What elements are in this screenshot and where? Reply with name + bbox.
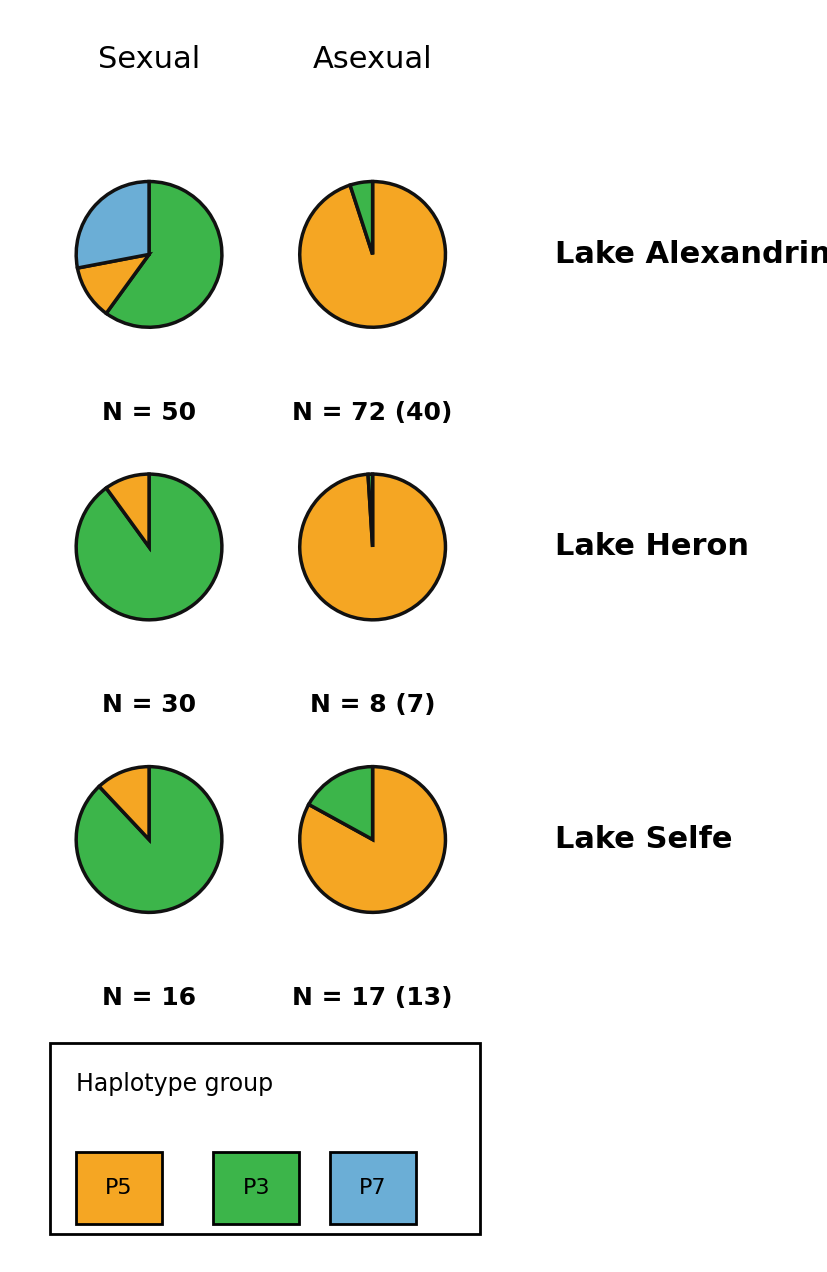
Text: Asexual: Asexual (313, 45, 432, 74)
Text: Lake Selfe: Lake Selfe (554, 826, 731, 854)
Text: N = 8 (7): N = 8 (7) (309, 693, 435, 717)
Text: N = 72 (40): N = 72 (40) (292, 401, 452, 425)
Text: N = 50: N = 50 (102, 401, 196, 425)
Text: P5: P5 (105, 1178, 132, 1198)
Wedge shape (78, 254, 149, 313)
Wedge shape (299, 182, 445, 327)
Text: P7: P7 (358, 1178, 386, 1198)
Text: N = 17 (13): N = 17 (13) (292, 986, 452, 1010)
Wedge shape (106, 474, 149, 547)
FancyBboxPatch shape (329, 1152, 415, 1224)
Wedge shape (350, 182, 372, 254)
Wedge shape (76, 767, 222, 912)
Wedge shape (76, 182, 149, 268)
Text: N = 16: N = 16 (102, 986, 196, 1010)
FancyBboxPatch shape (213, 1152, 299, 1224)
Text: N = 30: N = 30 (102, 693, 196, 717)
Wedge shape (99, 767, 149, 840)
Wedge shape (76, 474, 222, 619)
FancyBboxPatch shape (75, 1152, 161, 1224)
Text: P3: P3 (242, 1178, 270, 1198)
Text: Sexual: Sexual (98, 45, 200, 74)
Wedge shape (299, 767, 445, 912)
Wedge shape (299, 474, 445, 619)
Wedge shape (367, 474, 372, 547)
Wedge shape (308, 767, 372, 840)
Text: Haplotype group: Haplotype group (75, 1071, 272, 1095)
Wedge shape (106, 182, 222, 327)
Text: Lake Heron: Lake Heron (554, 533, 748, 561)
Text: Lake Alexandrina: Lake Alexandrina (554, 240, 827, 268)
